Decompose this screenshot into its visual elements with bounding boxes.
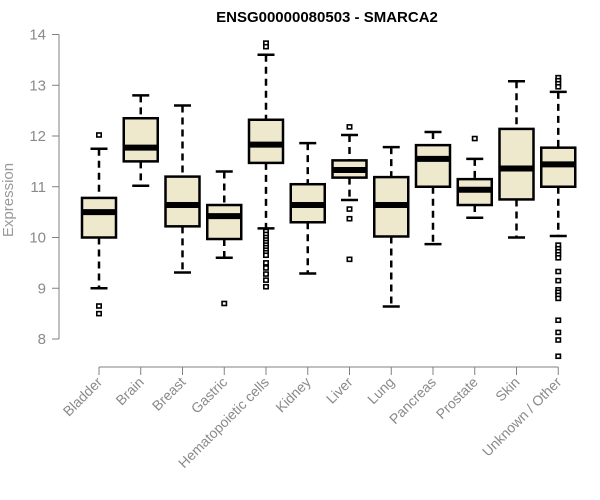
outlier-point — [471, 135, 478, 142]
box-gastric — [206, 170, 243, 307]
box-iqr — [206, 203, 243, 241]
box-iqr — [498, 127, 535, 201]
outlier-point — [221, 300, 228, 307]
outlier-point — [346, 215, 353, 222]
outlier-point — [555, 83, 562, 90]
x-tick-label: Liver — [323, 374, 356, 407]
box-iqr — [414, 143, 452, 188]
outlier-point — [346, 124, 353, 130]
y-tick-label: 9 — [38, 280, 46, 297]
boxes — [80, 40, 577, 360]
outlier-point — [96, 303, 103, 309]
box-pancreas — [414, 130, 452, 246]
box-brain — [122, 94, 159, 187]
box-iqr — [247, 118, 285, 165]
y-tick-label: 13 — [29, 77, 46, 94]
outlier-point — [555, 268, 562, 275]
y-tick-label: 12 — [29, 128, 46, 145]
outlier-point — [262, 265, 269, 271]
outlier-point — [555, 295, 562, 302]
box-lung — [373, 145, 410, 308]
x-tick-label: Brain — [112, 374, 146, 408]
outlier-point — [262, 271, 269, 277]
outlier-point — [555, 277, 562, 284]
y-tick-label: 10 — [29, 230, 46, 247]
box-hematopoietic-cells — [247, 40, 285, 290]
outlier-point — [262, 260, 269, 266]
chart-title: ENSG00000080503 - SMARCA2 — [216, 9, 438, 26]
outlier-point — [555, 337, 562, 343]
x-tick-label: Bladder — [60, 374, 106, 420]
y-axis: 8 9 10 11 12 13 14 — [29, 27, 60, 348]
outlier-point — [555, 255, 562, 261]
outlier-point — [262, 283, 269, 290]
outlier-point — [262, 43, 269, 50]
outlier-point — [262, 277, 269, 283]
box-kidney — [289, 141, 326, 275]
outlier-point — [262, 252, 269, 259]
x-tick-label: Breast — [149, 374, 189, 414]
x-tick-label: Unknown / Other — [479, 374, 565, 460]
box-iqr — [164, 175, 201, 228]
y-axis-label: Expression — [0, 163, 17, 237]
outlier-point — [96, 132, 103, 138]
outlier-point — [555, 353, 562, 360]
outlier-point — [96, 310, 103, 317]
y-tick-label: 11 — [30, 179, 46, 196]
outlier-point — [346, 256, 353, 263]
box-unknown-other — [540, 74, 577, 360]
box-breast — [164, 104, 201, 274]
outlier-point — [346, 206, 353, 212]
box-liver — [331, 124, 368, 263]
box-skin — [498, 79, 535, 239]
y-tick-label: 8 — [38, 331, 46, 348]
x-tick-label: Lung — [364, 374, 397, 407]
box-iqr — [80, 196, 118, 239]
outlier-point — [555, 317, 562, 324]
x-tick-label: Skin — [492, 374, 523, 405]
x-tick-label: Kidney — [272, 374, 314, 416]
box-bladder — [80, 132, 118, 317]
outlier-point — [555, 329, 562, 336]
box-iqr — [122, 116, 159, 163]
x-tick-label: Prostate — [433, 374, 481, 422]
y-tick-label: 14 — [29, 27, 46, 44]
box-prostate — [456, 135, 493, 219]
